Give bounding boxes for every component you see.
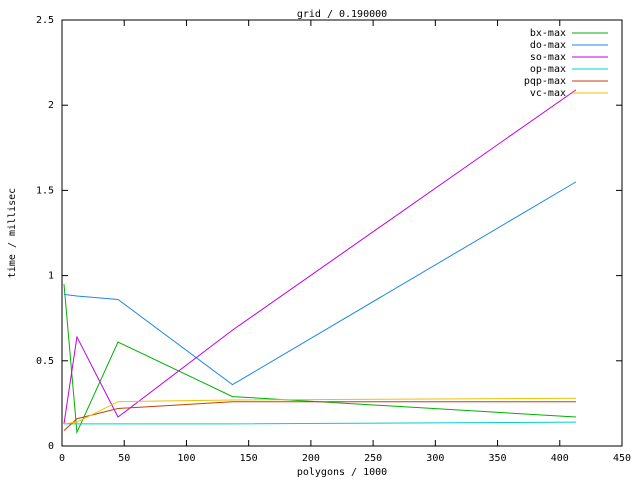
legend-label: so-max — [530, 52, 566, 63]
legend-label: bx-max — [530, 28, 566, 39]
legend-label: do-max — [530, 40, 566, 51]
y-axis-label: time / millisec — [7, 188, 18, 278]
x-tick-label: 200 — [302, 453, 320, 464]
series-line — [63, 397, 576, 425]
series-line — [63, 181, 577, 386]
series-line — [63, 89, 577, 424]
x-tick-label: 250 — [364, 453, 382, 464]
x-tick-label: 350 — [489, 453, 507, 464]
legend-label: vc-max — [530, 88, 566, 99]
y-tick-label: 0.5 — [36, 356, 54, 367]
legend-label: pqp-max — [524, 76, 566, 87]
x-tick-label: 150 — [240, 453, 258, 464]
x-tick-label: 450 — [613, 453, 631, 464]
y-tick-label: 0 — [48, 441, 54, 452]
plot-frame — [61, 19, 623, 447]
y-tick-label: 2 — [48, 100, 54, 111]
series-line — [63, 401, 576, 432]
x-tick-label: 400 — [551, 453, 569, 464]
x-axis-label: polygons / 1000 — [297, 467, 387, 478]
x-tick-label: 0 — [59, 453, 65, 464]
series-line — [63, 284, 576, 435]
chart-title: grid / 0.190000 — [297, 9, 387, 20]
x-tick-label: 50 — [118, 453, 130, 464]
y-tick-label: 1.5 — [36, 185, 54, 196]
x-tick-label: 100 — [177, 453, 195, 464]
y-tick-label: 2.5 — [36, 15, 54, 26]
series-line — [63, 421, 576, 425]
legend-label: op-max — [530, 64, 566, 75]
x-tick-label: 300 — [426, 453, 444, 464]
y-tick-label: 1 — [48, 271, 54, 282]
